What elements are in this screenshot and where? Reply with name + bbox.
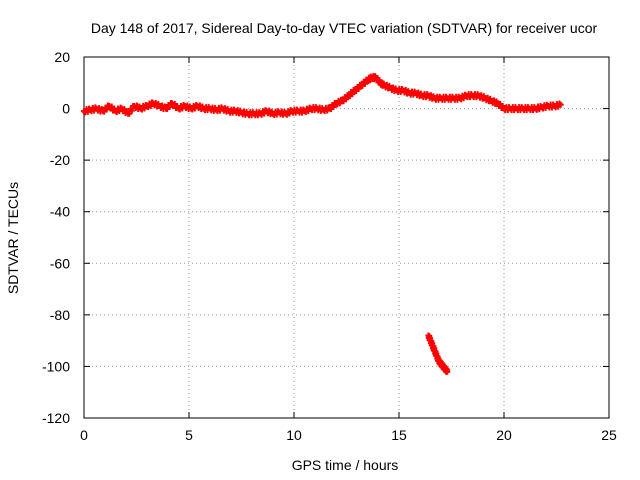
data-point [126, 110, 133, 117]
data-point [361, 80, 368, 87]
y-tick-label: -80 [50, 307, 70, 323]
data-point [128, 107, 135, 114]
y-tick-label: -120 [42, 410, 70, 426]
plot-frame [83, 56, 610, 419]
y-tick-label: -20 [50, 152, 70, 168]
data-point [349, 91, 356, 98]
y-tick-label: -100 [42, 358, 70, 374]
x-tick-label: 0 [80, 427, 88, 443]
chart-title: Day 148 of 2017, Sidereal Day-to-day VTE… [91, 20, 598, 36]
y-tick-label: -60 [50, 255, 70, 271]
data-point [355, 85, 362, 92]
x-tick-label: 25 [601, 427, 617, 443]
data-point [557, 101, 564, 108]
grid [84, 57, 609, 418]
x-tick-label: 15 [391, 427, 407, 443]
y-tick-label: -40 [50, 204, 70, 220]
y-tick-label: 20 [54, 49, 70, 65]
data-points [81, 73, 564, 376]
data-point [444, 368, 451, 375]
data-point [330, 103, 337, 110]
y-tick-label: 0 [62, 101, 70, 117]
x-tick-label: 5 [185, 427, 193, 443]
data-point [166, 103, 173, 110]
data-point [103, 106, 110, 113]
y-axis-label: SDTVAR / TECUs [5, 182, 21, 294]
axis-ticks: 0 5 10 15 20 25 20 0 -20 -40 -60 -80 -100 -120 [42, 49, 617, 443]
data-point [343, 96, 350, 103]
x-tick-label: 10 [286, 427, 302, 443]
x-axis-label: GPS time / hours [292, 457, 399, 473]
x-tick-label: 20 [496, 427, 512, 443]
